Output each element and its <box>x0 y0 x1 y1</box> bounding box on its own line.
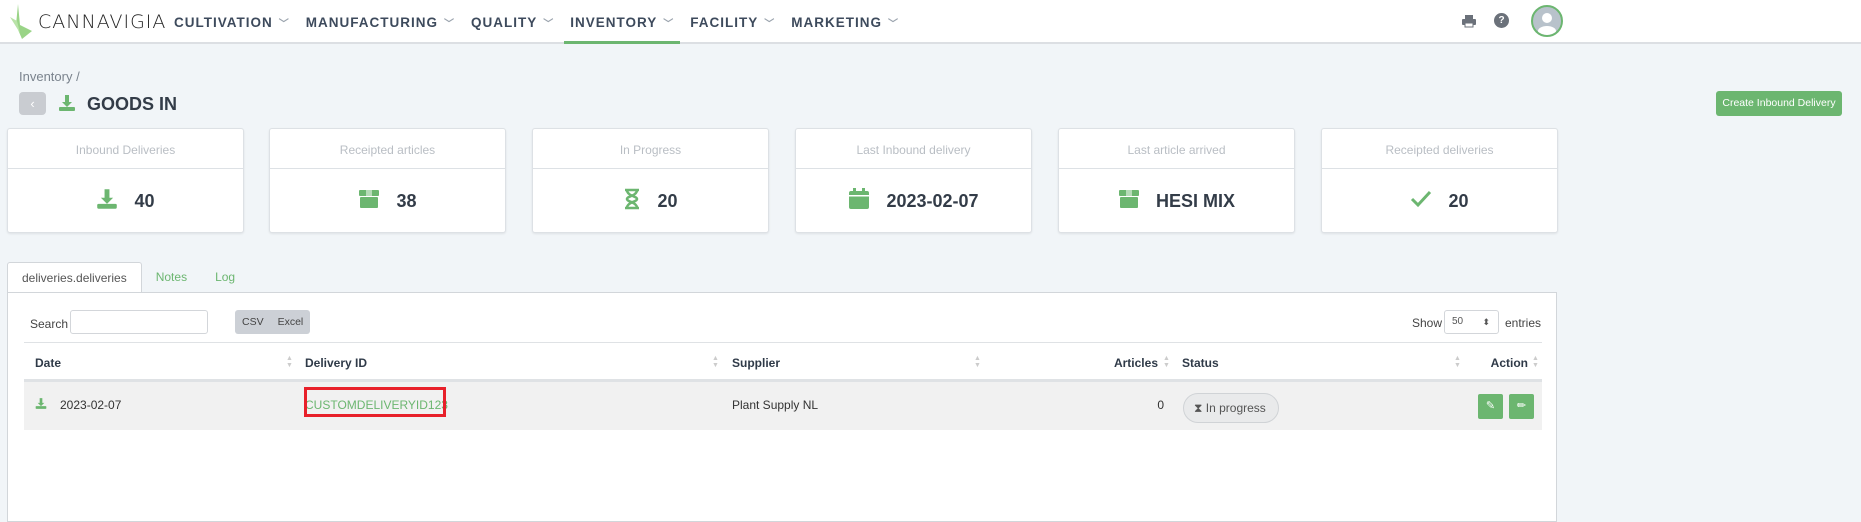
stat-card: Receipted articles 38 <box>269 128 506 233</box>
nav-quality[interactable]: QUALITY ﹀ <box>463 0 562 44</box>
chevron-down-icon: ﹀ <box>764 18 776 30</box>
chevron-down-icon: ﹀ <box>444 18 455 30</box>
search-input[interactable] <box>70 310 208 334</box>
csv-export-button[interactable]: CSV <box>242 316 264 328</box>
cannabis-leaf-icon <box>10 4 32 39</box>
breadcrumb[interactable]: Inventory / <box>19 69 80 84</box>
stat-card-value: 20 <box>657 190 678 211</box>
box-icon <box>358 189 380 214</box>
search-label: Search <box>30 317 69 331</box>
user-icon <box>1538 13 1556 35</box>
stat-card: Last Inbound delivery 2023-02-07 <box>795 128 1032 233</box>
calendar-icon <box>848 187 870 215</box>
sort-icon[interactable]: ▲ ▼ <box>712 355 719 369</box>
box-icon <box>1118 189 1140 214</box>
page-size-value: 50 <box>1452 316 1464 327</box>
hourglass-icon <box>623 188 641 215</box>
nav-label: INVENTORY <box>570 14 658 30</box>
stat-card-label: Last Inbound delivery <box>796 129 1031 169</box>
tab-notes[interactable]: Notes <box>155 270 188 284</box>
nav-label: QUALITY <box>471 14 538 30</box>
stat-card-value: 40 <box>134 190 155 211</box>
page-size-select[interactable]: 50 ⬍ <box>1444 310 1499 334</box>
stat-card-value: 38 <box>396 190 417 211</box>
stat-card-value: HESI MIX <box>1155 190 1235 211</box>
user-avatar[interactable] <box>1531 5 1563 37</box>
stat-card: In Progress 20 <box>532 128 769 233</box>
print-icon[interactable] <box>1462 14 1476 28</box>
help-icon[interactable]: ? <box>1494 13 1509 28</box>
chevron-down-icon: ﹀ <box>888 18 900 30</box>
brand-name: CANNAVIGIA <box>38 11 167 33</box>
logo[interactable]: CANNAVIGIA <box>8 3 166 41</box>
stat-card-label: In Progress <box>533 129 768 169</box>
col-date[interactable]: Date <box>35 356 62 370</box>
nav-facility[interactable]: FACILITY ﹀ <box>682 0 783 44</box>
status-badge: ⧗ In progress <box>1183 393 1279 423</box>
stat-card-label: Receipted articles <box>270 129 505 169</box>
nav-label: MANUFACTURING <box>305 14 438 30</box>
show-label: Show <box>1412 316 1443 330</box>
col-action[interactable]: Action <box>1490 356 1528 370</box>
page-title: GOODS IN <box>87 94 178 114</box>
back-button[interactable]: ‹ <box>19 92 46 115</box>
sort-icon[interactable]: ▲ ▼ <box>286 355 293 369</box>
nav-label: CULTIVATION <box>174 14 273 30</box>
cell-articles: 0 <box>1157 398 1164 412</box>
sort-icon[interactable]: ▲ ▼ <box>1532 355 1539 369</box>
pencil-icon: ✏ <box>1516 400 1527 412</box>
entries-label: entries <box>1505 316 1542 330</box>
edit-icon: ✎ <box>1485 400 1496 412</box>
sort-icon[interactable]: ▲ ▼ <box>974 355 981 369</box>
col-delivery-id[interactable]: Delivery ID <box>305 356 368 370</box>
nav-cultivation[interactable]: CULTIVATION ﹀ <box>166 0 298 44</box>
download-icon <box>35 398 47 409</box>
table-row: 2023-02-07 CUSTOMDELIVERYID123 Plant Sup… <box>24 382 1542 430</box>
tab-log[interactable]: Log <box>215 270 236 284</box>
top-nav: CANNAVIGIA CULTIVATION ﹀ MANUFACTURING ﹀ Q… <box>0 0 1861 44</box>
deliveries-panel: Search CSV Excel Show 50 ⬍ entries Date ▲… <box>7 292 1557 522</box>
create-inbound-delivery-button[interactable]: Create Inbound Delivery <box>1716 91 1842 116</box>
cell-date: 2023-02-07 <box>60 398 122 412</box>
sort-icon[interactable]: ▲ ▼ <box>1454 355 1461 369</box>
stat-card-label: Inbound Deliveries <box>8 129 243 169</box>
chevron-down-icon: ﹀ <box>543 18 555 30</box>
status-text: In progress <box>1205 401 1266 415</box>
nav-label: FACILITY <box>690 14 759 30</box>
nav-manufacturing[interactable]: MANUFACTURING ﹀ <box>298 0 463 44</box>
col-articles[interactable]: Articles <box>1113 356 1158 370</box>
stat-card: Last article arrived HESI MIX <box>1058 128 1295 233</box>
hourglass-icon: ⧗ <box>1194 401 1203 415</box>
chevron-down-icon: ﹀ <box>278 18 290 30</box>
stat-card-value: 20 <box>1448 190 1469 211</box>
cell-supplier: Plant Supply NL <box>732 398 819 412</box>
stat-card: Receipted deliveries 20 <box>1321 128 1558 233</box>
check-icon <box>1410 190 1432 213</box>
stat-card: Inbound Deliveries 40 <box>7 128 244 233</box>
download-icon <box>96 188 118 215</box>
table-header: Date ▲ ▼ Delivery ID ▲ ▼ Supplier ▲ ▼ Artic… <box>24 342 1542 382</box>
pencil-button[interactable]: ✏ <box>1509 394 1534 419</box>
stat-card-label: Receipted deliveries <box>1322 129 1557 169</box>
sort-updown-icon: ⬍ <box>1482 317 1490 327</box>
nav-inventory[interactable]: INVENTORY ﹀ <box>562 0 682 44</box>
sort-icon[interactable]: ▲ ▼ <box>1163 355 1170 369</box>
nav-label: MARKETING <box>791 14 883 30</box>
stat-card-value: 2023-02-07 <box>886 190 979 211</box>
stat-card-label: Last article arrived <box>1059 129 1294 169</box>
col-status[interactable]: Status <box>1182 356 1219 370</box>
excel-export-button[interactable]: Excel <box>277 316 304 328</box>
col-supplier[interactable]: Supplier <box>732 356 781 370</box>
highlight-box <box>304 387 446 417</box>
download-icon <box>59 95 75 111</box>
delivery-id-link[interactable]: CUSTOMDELIVERYID123 <box>305 398 448 412</box>
edit-button[interactable]: ✎ <box>1478 394 1503 419</box>
tab-deliveries[interactable]: deliveries.deliveries <box>7 262 142 294</box>
nav-marketing[interactable]: MARKETING ﹀ <box>783 0 907 44</box>
chevron-down-icon: ﹀ <box>663 18 675 30</box>
